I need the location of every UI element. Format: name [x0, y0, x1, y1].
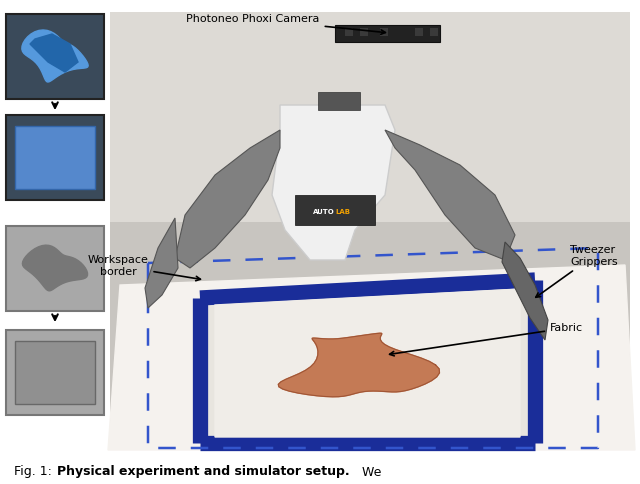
- Bar: [430, 28, 438, 36]
- Polygon shape: [30, 34, 78, 72]
- Bar: [6, 226, 104, 311]
- Text: Fabric: Fabric: [390, 323, 583, 356]
- Bar: [6, 14, 104, 99]
- Polygon shape: [200, 280, 535, 443]
- Polygon shape: [385, 130, 515, 260]
- Text: Workspace
border: Workspace border: [88, 255, 200, 281]
- Bar: [380, 28, 388, 36]
- Bar: [15, 341, 95, 404]
- Bar: [110, 12, 630, 222]
- Polygon shape: [145, 218, 178, 308]
- Bar: [295, 195, 375, 225]
- Bar: [6, 330, 104, 415]
- Bar: [415, 28, 423, 36]
- Bar: [335, 25, 440, 42]
- Bar: [318, 92, 360, 110]
- Text: Fig. 1:: Fig. 1:: [14, 466, 56, 479]
- Text: Physical experiment and simulator setup.: Physical experiment and simulator setup.: [57, 466, 349, 479]
- Polygon shape: [215, 289, 520, 437]
- Bar: [6, 115, 104, 200]
- Polygon shape: [502, 242, 548, 340]
- Text: Photoneo Phoxi Camera: Photoneo Phoxi Camera: [186, 14, 385, 34]
- Bar: [345, 28, 353, 36]
- Bar: [110, 12, 630, 447]
- Text: Tweezer
Grippers: Tweezer Grippers: [536, 245, 618, 297]
- Text: We: We: [358, 466, 381, 479]
- Text: LAB: LAB: [335, 209, 350, 215]
- Text: AUTO: AUTO: [313, 209, 335, 215]
- Polygon shape: [278, 333, 440, 397]
- Polygon shape: [108, 265, 635, 450]
- Polygon shape: [22, 30, 88, 82]
- Bar: [15, 126, 95, 189]
- Polygon shape: [22, 245, 88, 291]
- Bar: [360, 28, 368, 36]
- Polygon shape: [175, 130, 280, 268]
- Polygon shape: [272, 105, 395, 260]
